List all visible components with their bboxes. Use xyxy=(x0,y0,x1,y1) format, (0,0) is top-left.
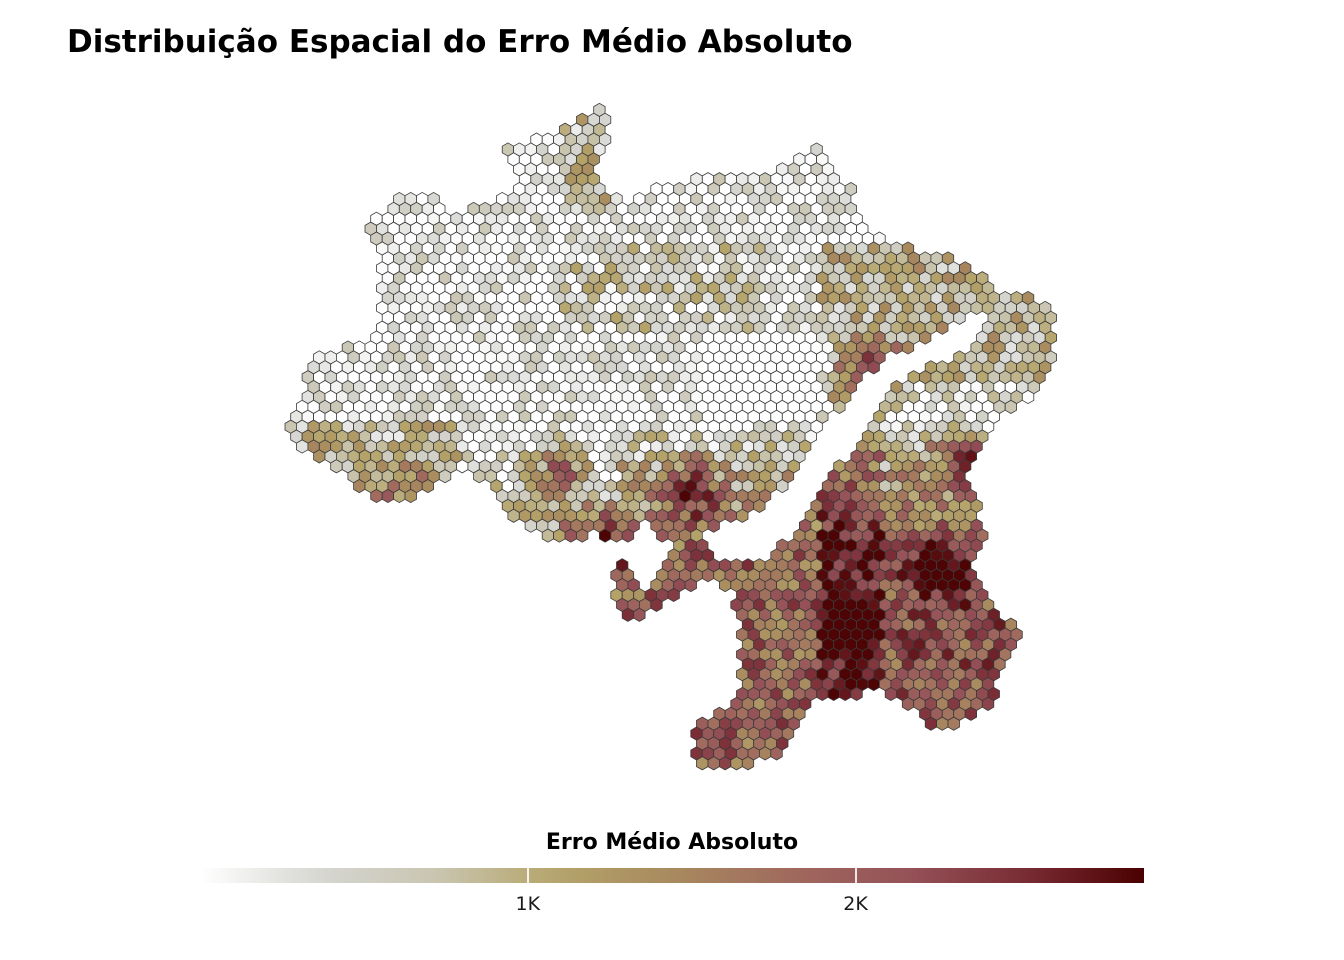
hex-cell xyxy=(610,528,623,543)
hex-cell xyxy=(564,528,577,543)
hex-cell xyxy=(919,330,932,345)
hex-cell xyxy=(884,686,897,702)
hex-cell xyxy=(421,479,435,494)
hex-cell xyxy=(924,716,937,731)
hex-cell xyxy=(707,756,720,771)
hex-cell xyxy=(1004,399,1017,414)
hex-cell xyxy=(724,508,737,523)
hex-cell xyxy=(850,686,863,702)
hex-cell xyxy=(867,360,880,375)
hex-cell xyxy=(833,399,846,414)
hex-cell xyxy=(621,528,635,543)
hex-cell xyxy=(330,459,343,474)
hex-cell xyxy=(867,677,880,692)
hex-cell xyxy=(381,488,395,504)
hex-cell xyxy=(776,479,789,494)
hexbin-map xyxy=(284,102,1057,771)
hex-cell xyxy=(901,696,915,711)
legend-tick-mark xyxy=(526,868,529,883)
legend-colorbar xyxy=(200,868,1144,883)
hex-cell xyxy=(736,508,749,523)
hex-cell xyxy=(719,756,732,771)
legend-tick-mark xyxy=(854,868,857,883)
hex-cell xyxy=(438,469,452,484)
hex-cell xyxy=(656,528,669,543)
hex-cell xyxy=(719,578,732,593)
hex-cell xyxy=(370,488,383,504)
hex-cell xyxy=(524,518,537,533)
hex-cell xyxy=(295,439,309,454)
hex-cell xyxy=(759,746,772,761)
hex-cell xyxy=(741,756,755,771)
hex-cell xyxy=(953,310,966,325)
hex-cell xyxy=(456,459,469,474)
hex-cell xyxy=(970,300,983,315)
hex-cell xyxy=(901,340,915,355)
hex-cell xyxy=(753,498,766,513)
hex-cell xyxy=(576,528,589,543)
legend-tick-label: 1K xyxy=(515,893,541,915)
legend-title: Erro Médio Absoluto xyxy=(545,830,799,855)
hex-cell xyxy=(936,320,949,335)
hex-cell xyxy=(353,479,366,494)
hex-cell xyxy=(964,706,977,721)
hex-cell xyxy=(696,756,709,771)
hex-cell xyxy=(650,597,663,612)
hex-cell xyxy=(770,746,783,761)
hex-cell xyxy=(707,518,720,533)
hex-cell xyxy=(313,449,326,464)
hex-cell xyxy=(730,756,743,771)
hex-cell xyxy=(473,469,486,484)
hex-cell xyxy=(890,340,903,355)
hex-cell xyxy=(621,607,635,622)
hex-cell xyxy=(684,578,697,593)
chart-title: Distribuição Espacial do Erro Médio Abso… xyxy=(67,24,853,60)
hex-cell xyxy=(541,528,554,543)
hex-cell xyxy=(827,686,840,702)
hex-cell xyxy=(393,488,406,504)
hex-cell xyxy=(701,568,715,583)
hex-cell xyxy=(599,528,612,543)
hex-cell xyxy=(816,686,829,702)
hex-cell xyxy=(404,488,417,504)
hex-cells xyxy=(284,102,1057,771)
hex-cell xyxy=(1021,389,1035,405)
hex-cell xyxy=(936,716,949,731)
hex-cell xyxy=(947,716,960,731)
hex-cell xyxy=(633,607,646,622)
hex-cell xyxy=(839,686,852,702)
hex-cell xyxy=(553,528,566,543)
hex-cell xyxy=(981,696,995,711)
hex-cell xyxy=(667,587,680,603)
legend-tick-label: 2K xyxy=(843,893,868,915)
hex-cell xyxy=(507,508,520,523)
